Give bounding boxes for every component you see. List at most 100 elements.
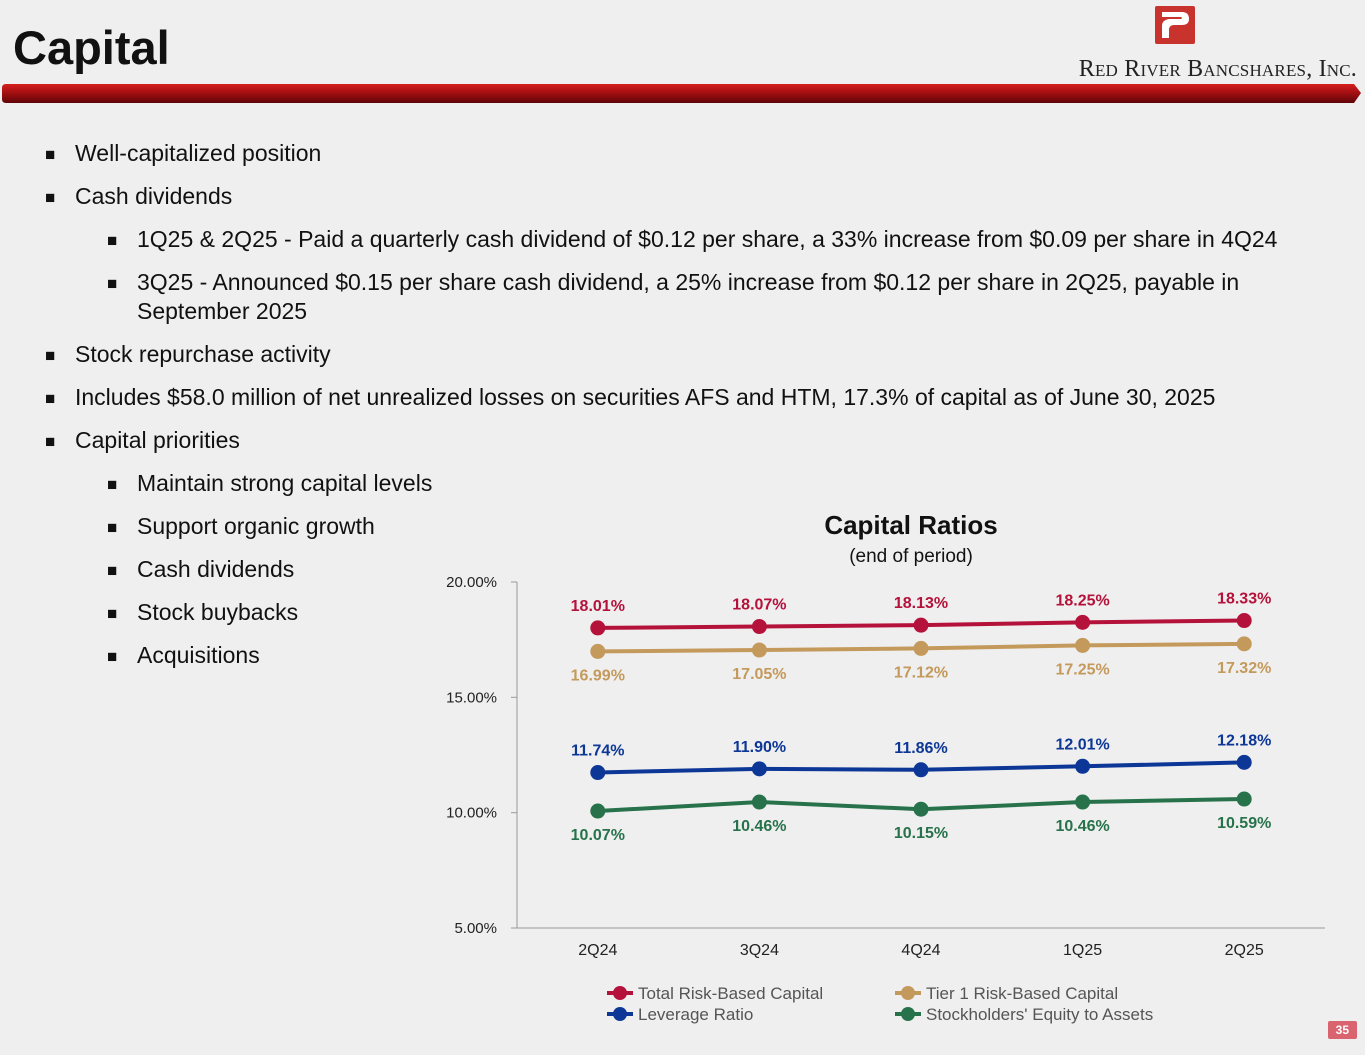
bullet-text: Capital priorities bbox=[75, 427, 240, 453]
data-label: 10.46% bbox=[1055, 818, 1109, 835]
y-tick-label: 20.00% bbox=[446, 574, 497, 591]
legend-label: Tier 1 Risk-Based Capital bbox=[926, 984, 1118, 1003]
company-name: Red River Bancshares, Inc. bbox=[1078, 56, 1357, 82]
data-label: 12.01% bbox=[1055, 736, 1109, 753]
data-point bbox=[1075, 614, 1091, 630]
x-tick-label: 2Q25 bbox=[1225, 942, 1264, 959]
data-point bbox=[751, 619, 767, 635]
legend-label: Total Risk-Based Capital bbox=[638, 984, 823, 1003]
bullet-item: ■ Well-capitalized position bbox=[45, 139, 1345, 168]
bullet-text: 3Q25 - Announced $0.15 per share cash di… bbox=[137, 269, 1240, 324]
data-point bbox=[913, 640, 929, 656]
data-point bbox=[590, 643, 606, 659]
bullet-list: ■ Well-capitalized position ■ Cash dividend… bbox=[45, 139, 1345, 684]
bullet-item: ■ Maintain strong capital levels bbox=[45, 469, 1345, 498]
page-number: 35 bbox=[1327, 1021, 1357, 1039]
data-label: 18.07% bbox=[732, 597, 786, 614]
data-label: 10.15% bbox=[894, 825, 948, 842]
bullet-marker: ■ bbox=[107, 518, 118, 537]
y-tick-label: 10.00% bbox=[446, 805, 497, 822]
company-logo: Red River Bancshares, Inc. bbox=[1017, 4, 1357, 84]
bullet-marker: ■ bbox=[107, 561, 118, 580]
data-label: 18.33% bbox=[1217, 591, 1271, 608]
bullet-text: Stock repurchase activity bbox=[75, 341, 331, 367]
data-point bbox=[913, 801, 929, 817]
bullet-item: ■ Stock buybacks bbox=[45, 598, 1345, 627]
data-point bbox=[1075, 758, 1091, 774]
bullet-text: Support organic growth bbox=[137, 513, 375, 539]
data-point bbox=[1075, 637, 1091, 653]
data-label: 18.13% bbox=[894, 595, 948, 612]
x-tick-label: 3Q24 bbox=[740, 942, 779, 959]
data-point bbox=[1236, 613, 1252, 629]
bullet-text: Maintain strong capital levels bbox=[137, 470, 433, 496]
x-tick-label: 2Q24 bbox=[578, 942, 617, 959]
page-title: Capital bbox=[13, 21, 170, 74]
data-label: 17.25% bbox=[1055, 661, 1109, 678]
data-point bbox=[751, 761, 767, 777]
data-point bbox=[590, 620, 606, 636]
bullet-item: ■ Includes $58.0 million of net unrealize… bbox=[45, 383, 1345, 412]
data-label: 12.18% bbox=[1217, 732, 1271, 749]
data-label: 11.86% bbox=[894, 740, 947, 757]
red-river-logo-icon bbox=[1155, 6, 1195, 44]
bullet-marker: ■ bbox=[45, 188, 56, 207]
bullet-marker: ■ bbox=[107, 231, 118, 250]
y-tick-label: 15.00% bbox=[446, 689, 497, 706]
bullet-item: ■ 1Q25 & 2Q25 - Paid a quarterly cash div… bbox=[45, 225, 1345, 254]
bullet-text: Cash dividends bbox=[137, 556, 295, 582]
data-point bbox=[751, 642, 767, 658]
data-label: 16.99% bbox=[571, 667, 625, 684]
bullet-item: ■ Capital priorities bbox=[45, 426, 1345, 455]
bullet-text: Includes $58.0 million of net unrealized… bbox=[75, 384, 1216, 410]
bullet-text: 1Q25 & 2Q25 - Paid a quarterly cash divi… bbox=[137, 226, 1278, 252]
bullet-marker: ■ bbox=[107, 475, 118, 494]
legend-swatch-dot bbox=[901, 986, 915, 1000]
legend-label: Stockholders' Equity to Assets bbox=[926, 1005, 1153, 1024]
data-label: 11.90% bbox=[733, 739, 786, 756]
data-point bbox=[590, 803, 606, 819]
data-point bbox=[1075, 794, 1091, 810]
data-point bbox=[1236, 791, 1252, 807]
data-label: 17.05% bbox=[732, 666, 786, 683]
bullet-item: ■ 3Q25 - Announced $0.15 per share cash d… bbox=[45, 268, 1345, 326]
data-label: 18.01% bbox=[571, 598, 625, 615]
chart-title: Capital Ratios bbox=[824, 510, 997, 540]
bullet-marker: ■ bbox=[107, 274, 118, 293]
y-tick-label: 5.00% bbox=[454, 920, 497, 937]
bullet-text: Acquisitions bbox=[137, 642, 260, 668]
bullet-item: ■ Stock repurchase activity bbox=[45, 340, 1345, 369]
bullet-text: Cash dividends bbox=[75, 183, 233, 209]
data-label: 10.46% bbox=[732, 818, 786, 835]
bullet-item: ■ Acquisitions bbox=[45, 641, 1345, 670]
header-banner bbox=[2, 84, 1361, 103]
x-tick-label: 1Q25 bbox=[1063, 942, 1102, 959]
bullet-item: ■ Cash dividends bbox=[45, 182, 1345, 211]
bullet-marker: ■ bbox=[45, 389, 56, 408]
data-point bbox=[751, 794, 767, 810]
data-label: 18.25% bbox=[1055, 592, 1109, 609]
bullet-marker: ■ bbox=[45, 145, 56, 164]
bullet-item: ■ Cash dividends bbox=[45, 555, 1345, 584]
bullet-item: ■ Support organic growth bbox=[45, 512, 1345, 541]
data-label: 17.12% bbox=[894, 664, 948, 681]
bullet-text: Stock buybacks bbox=[137, 599, 299, 625]
legend-swatch-dot bbox=[901, 1007, 915, 1021]
bullet-marker: ■ bbox=[45, 346, 56, 365]
data-point bbox=[1236, 636, 1252, 652]
x-tick-label: 4Q24 bbox=[901, 942, 940, 959]
data-point bbox=[913, 762, 929, 778]
data-label: 11.74% bbox=[571, 743, 624, 760]
legend-swatch-dot bbox=[613, 1007, 627, 1021]
data-point bbox=[590, 765, 606, 781]
legend-label: Leverage Ratio bbox=[638, 1005, 753, 1024]
legend-swatch-dot bbox=[613, 986, 627, 1000]
data-label: 10.07% bbox=[571, 827, 625, 844]
chart-subtitle: (end of period) bbox=[849, 546, 973, 567]
bullet-marker: ■ bbox=[107, 604, 118, 623]
bullet-marker: ■ bbox=[45, 432, 56, 451]
data-point bbox=[913, 617, 929, 633]
bullet-marker: ■ bbox=[107, 647, 118, 666]
data-label: 17.32% bbox=[1217, 660, 1271, 677]
